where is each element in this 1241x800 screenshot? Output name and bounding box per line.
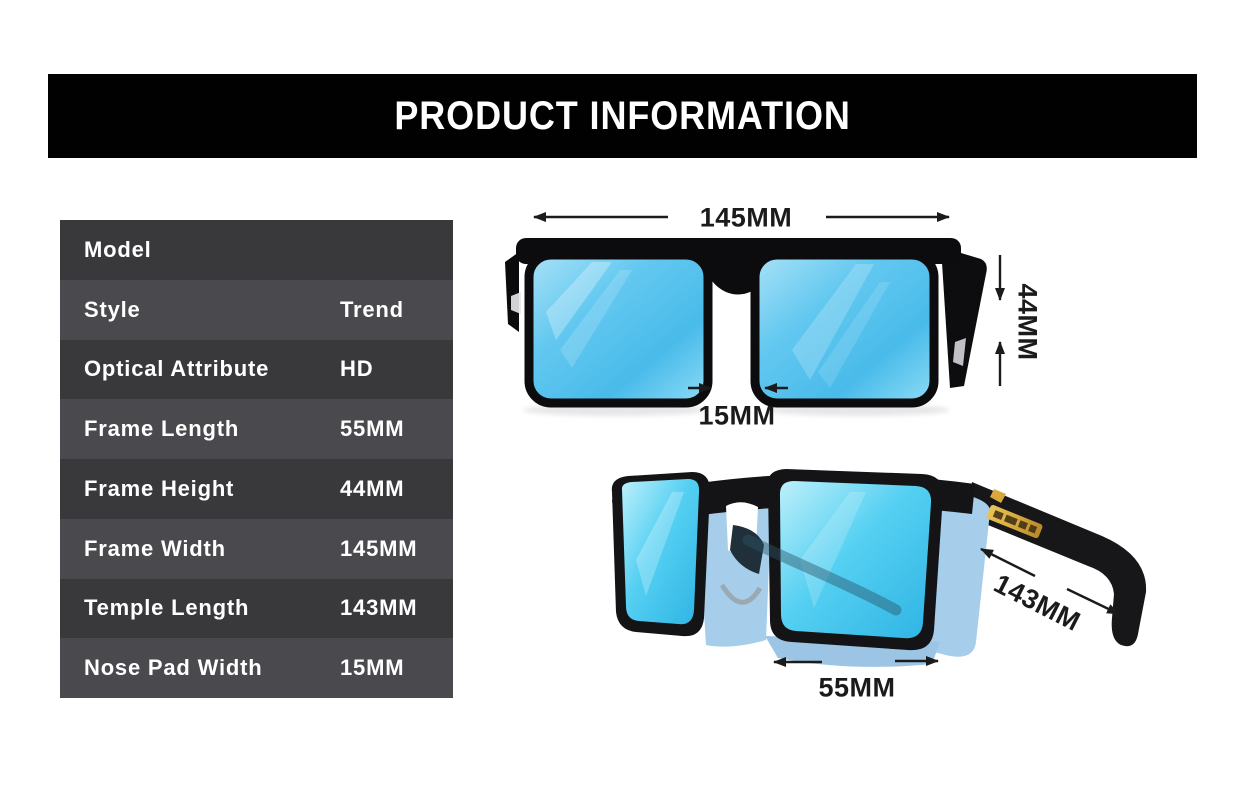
- left-temple-stub: [505, 252, 519, 332]
- nose-pad-wire: [719, 583, 763, 605]
- table-row: Temple Length 143MM: [60, 578, 453, 639]
- header-banner: PRODUCT INFORMATION: [48, 74, 1197, 158]
- left-lens: [621, 479, 700, 625]
- sunglasses-side-view: [611, 469, 1147, 667]
- lens-reflection: [546, 262, 612, 340]
- spec-label: Optical Attribute: [84, 356, 270, 382]
- spec-value: 55MM: [340, 416, 405, 442]
- page-title: PRODUCT INFORMATION: [394, 93, 851, 138]
- spec-label: Temple Length: [84, 595, 250, 621]
- temple-badge: [986, 505, 1043, 539]
- right-hinge-highlight: [953, 338, 966, 366]
- left-hinge-highlight: [511, 292, 521, 314]
- folded-temple-hinge: [730, 525, 764, 574]
- lens-reflection: [636, 492, 684, 596]
- table-row: Frame Length 55MM: [60, 399, 453, 459]
- nose-pad-width-label: 15MM: [698, 400, 776, 431]
- spec-table: Model Style Trend Optical Attribute HD F…: [60, 220, 453, 698]
- lens-reflection: [792, 264, 874, 380]
- spec-value: HD: [340, 356, 374, 382]
- spec-value: 44MM: [340, 475, 405, 501]
- spec-label: Frame Height: [84, 475, 235, 501]
- spec-value: 15MM: [340, 655, 405, 681]
- temple-length-arrow-upleft: [980, 547, 1036, 578]
- table-row: Nose Pad Width 15MM: [60, 638, 453, 698]
- sunglasses-front-view: [505, 238, 987, 416]
- frame-width-label: 145MM: [699, 202, 793, 233]
- temple-badge-notch: [990, 489, 1006, 503]
- inner-frame-right: [925, 488, 991, 657]
- spec-label: Style: [84, 296, 141, 322]
- frame-length-label: 55MM: [818, 672, 896, 703]
- spec-value: 145MM: [340, 535, 418, 561]
- spec-label: Frame Length: [84, 416, 240, 442]
- spec-value: Trend: [340, 296, 404, 322]
- right-lens: [779, 481, 932, 639]
- table-row: Style Trend: [60, 279, 453, 340]
- lens-reflection: [818, 282, 890, 388]
- temple-length-arrow-downright: [1066, 587, 1120, 616]
- left-lens: [524, 250, 713, 408]
- right-lens: [750, 250, 939, 408]
- spec-label: Nose Pad Width: [84, 655, 263, 681]
- spec-label: Model: [84, 236, 152, 262]
- right-temple-stub: [941, 247, 987, 388]
- table-row: Model: [60, 220, 453, 280]
- spec-value: 143MM: [340, 595, 418, 621]
- folded-temple-through-lens: [742, 534, 902, 616]
- table-row: Frame Height 44MM: [60, 459, 453, 519]
- lens-reflection: [800, 492, 866, 608]
- spec-label: Frame Width: [84, 535, 226, 561]
- lens-reflection: [560, 270, 632, 368]
- dimension-arrows: [533, 212, 1120, 667]
- table-row: Frame Width 145MM: [60, 518, 453, 579]
- table-row: Optical Attribute HD: [60, 339, 453, 400]
- frame-height-label: 44MM: [1012, 283, 1043, 361]
